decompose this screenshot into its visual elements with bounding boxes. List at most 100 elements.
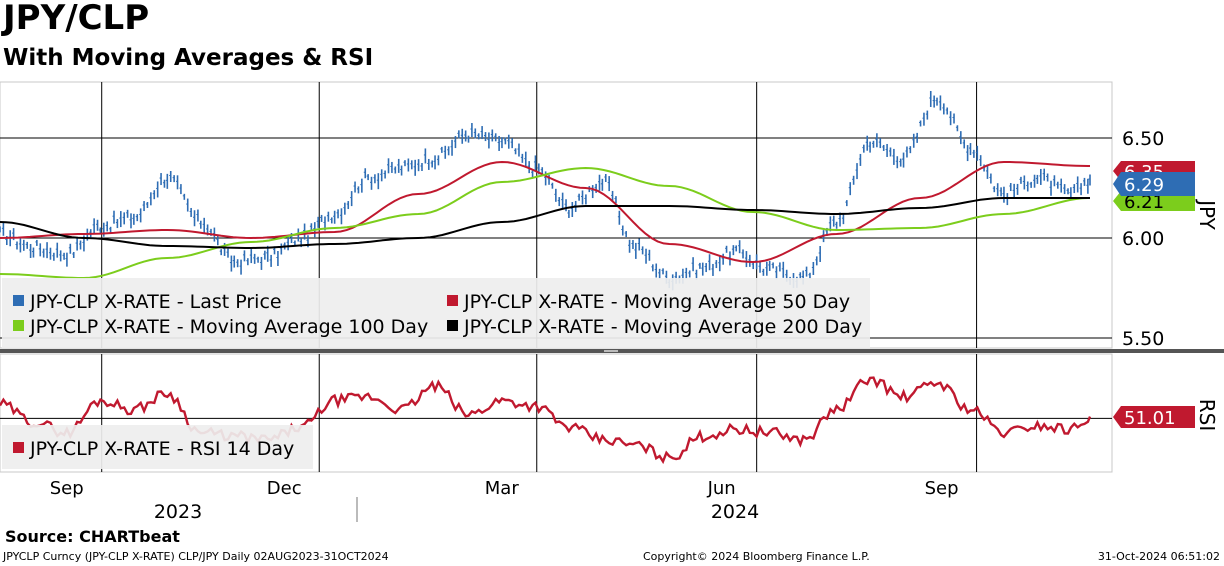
price-bar xyxy=(490,129,494,142)
price-bar xyxy=(581,190,584,205)
price-bar xyxy=(651,264,654,272)
price-bar xyxy=(1059,178,1063,193)
price-bar xyxy=(390,161,393,173)
price-bar xyxy=(624,231,627,238)
price-bar xyxy=(169,171,172,183)
price-bar xyxy=(714,260,718,269)
price-bar xyxy=(741,249,744,259)
price-bar xyxy=(1029,181,1032,188)
price-bar xyxy=(962,139,966,149)
rsi-panel-frame xyxy=(0,353,1113,473)
price-bar xyxy=(239,259,242,275)
price-bar xyxy=(1,222,5,236)
price-bar xyxy=(952,113,955,124)
price-bar xyxy=(577,193,580,201)
price-bar xyxy=(72,251,75,258)
price-bar xyxy=(326,211,330,222)
price-bar xyxy=(360,178,363,193)
price-bar xyxy=(132,213,135,225)
price-bar xyxy=(484,132,487,142)
price-bar xyxy=(1035,174,1039,184)
price-bar xyxy=(734,245,738,252)
series-line-ma100 xyxy=(0,166,1090,279)
price-bar xyxy=(229,255,233,272)
price-bar xyxy=(79,240,82,250)
price-bar xyxy=(450,139,453,156)
price-bar xyxy=(507,134,510,149)
price-bar xyxy=(397,158,400,173)
y-tick-label: 6.50 xyxy=(1122,128,1164,150)
price-bar xyxy=(892,148,895,165)
legend-label-rsi: JPY-CLP X-RATE - RSI 14 Day xyxy=(29,438,294,460)
price-bar xyxy=(855,163,858,180)
footer-ticker-info: JPYCLP Curncy (JPY-CLP X-RATE) CLP/JPY D… xyxy=(3,550,389,563)
price-bar xyxy=(202,217,205,233)
price-bar xyxy=(45,242,48,259)
price-bar xyxy=(62,252,65,260)
price-bar xyxy=(1026,181,1029,192)
price-bar xyxy=(992,186,996,193)
price-bar xyxy=(436,155,440,166)
panel-separator-grip[interactable] xyxy=(604,350,618,352)
price-bar xyxy=(15,241,18,250)
price-bar xyxy=(1009,183,1012,192)
price-bar xyxy=(604,174,607,183)
price-bar xyxy=(878,138,882,149)
price-bar xyxy=(380,169,383,182)
price-bar xyxy=(1079,183,1082,196)
price-bar xyxy=(919,120,922,127)
price-bar xyxy=(29,243,32,258)
price-bar xyxy=(259,256,263,270)
price-bar xyxy=(527,161,530,174)
price-bar xyxy=(570,202,574,218)
price-bar xyxy=(219,249,222,256)
price-bar xyxy=(467,135,470,143)
price-bar xyxy=(126,209,129,218)
price-bar xyxy=(65,252,68,267)
price-bar xyxy=(832,215,835,227)
price-bar xyxy=(443,145,447,159)
price-bar xyxy=(544,171,547,186)
last-value-tag-price: 6.29 xyxy=(1113,172,1195,196)
price-bar xyxy=(363,168,367,179)
last-value-ma100: 6.21 xyxy=(1124,192,1164,213)
price-bar xyxy=(731,245,735,256)
price-bar xyxy=(253,253,256,264)
price-bar xyxy=(115,219,119,229)
source-note: Source: CHARTbeat xyxy=(5,527,180,546)
price-bar xyxy=(279,243,283,255)
price-grid xyxy=(0,82,1112,348)
price-bar xyxy=(781,261,785,278)
price-bar xyxy=(517,143,520,157)
price-bar xyxy=(1049,180,1052,196)
price-bar xyxy=(888,147,892,157)
price-bar xyxy=(52,252,55,261)
price-bar xyxy=(815,256,818,266)
price-bar xyxy=(557,197,561,207)
price-bar xyxy=(771,262,774,269)
price-bar xyxy=(242,250,246,262)
price-bar xyxy=(858,153,862,166)
price-bar xyxy=(808,272,811,279)
price-bar xyxy=(406,158,410,172)
price-bar xyxy=(641,246,644,255)
legend-swatch-ma200 xyxy=(447,320,458,331)
price-bar xyxy=(915,132,918,143)
price-bar xyxy=(440,146,443,153)
legend-swatch-last-price xyxy=(13,295,24,306)
price-bar xyxy=(366,174,369,181)
price-bar xyxy=(145,201,149,208)
price-bar xyxy=(135,214,139,222)
price-bar xyxy=(1086,178,1089,194)
price-bar xyxy=(959,131,962,145)
price-bar xyxy=(35,239,38,246)
price-bar xyxy=(353,181,356,193)
price-bar xyxy=(885,143,888,157)
price-bar xyxy=(607,176,610,192)
price-bar xyxy=(343,202,346,215)
price-bar xyxy=(186,198,189,212)
price-bar xyxy=(92,218,95,234)
price-bar xyxy=(1019,176,1022,184)
last-value-rsi: 51.01 xyxy=(1124,408,1176,429)
price-bar xyxy=(232,255,236,268)
